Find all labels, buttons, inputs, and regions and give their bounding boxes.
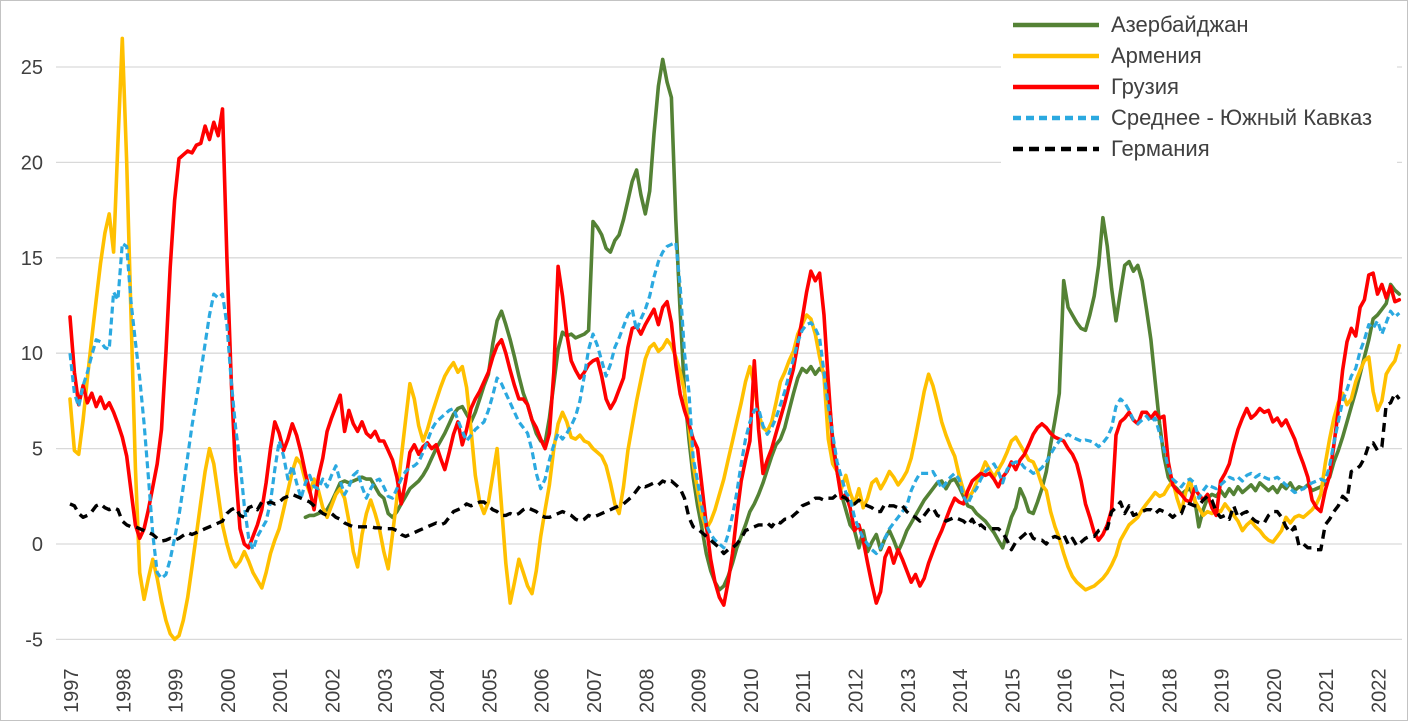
series-lines xyxy=(68,36,1402,642)
x-tick-label: 2015 xyxy=(1002,669,1024,714)
y-tick-label: 5 xyxy=(32,439,43,461)
x-tick-label: 2013 xyxy=(898,669,920,714)
y-tick-label: 25 xyxy=(21,57,43,79)
x-tick-label: 1997 xyxy=(61,669,83,714)
legend-label-germany: Германия xyxy=(1111,135,1210,161)
x-tick-label: 2004 xyxy=(427,669,449,714)
legend-item-germany: Германия xyxy=(1001,133,1397,164)
y-tick-label: 20 xyxy=(21,152,43,174)
x-tick-label: 2018 xyxy=(1159,669,1181,714)
x-tick-label: 2000 xyxy=(218,669,240,714)
series-line-germany xyxy=(69,391,1401,556)
legend-line-sample-armenia xyxy=(1013,53,1099,58)
x-tick-label: 2010 xyxy=(741,669,763,714)
y-tick-label: -5 xyxy=(25,629,43,651)
x-tick-label: 2019 xyxy=(1212,669,1234,714)
legend-label-azerbaijan: Азербайджан xyxy=(1111,11,1249,37)
x-tick-label: 2020 xyxy=(1264,669,1286,714)
legend-item-south-caucasus-average: Среднее - Южный Кавказ xyxy=(1001,102,1397,133)
legend-line-sample-georgia xyxy=(1013,84,1099,89)
legend-line-sample-south-caucasus-average xyxy=(1013,115,1099,120)
x-tick-label: 2017 xyxy=(1107,669,1129,714)
legend-item-armenia: Армения xyxy=(1001,40,1397,71)
x-tick-label: 2008 xyxy=(636,669,658,714)
legend-label-armenia: Армения xyxy=(1111,42,1202,68)
x-tick-label: 2009 xyxy=(689,669,711,714)
x-tick-label: 2022 xyxy=(1369,669,1391,714)
x-tick-label: 2012 xyxy=(846,669,868,714)
x-tick-label: 2006 xyxy=(532,669,554,714)
x-tick-label: 1999 xyxy=(166,669,188,714)
x-tick-label: 2001 xyxy=(270,669,292,714)
legend-line-sample-azerbaijan xyxy=(1013,22,1099,27)
y-tick-label: 0 xyxy=(32,534,43,556)
y-tick-label: 15 xyxy=(21,248,43,270)
y-axis-labels: -5 0 5 10 15 20 25 xyxy=(21,57,43,651)
legend-label-georgia: Грузия xyxy=(1111,73,1179,99)
x-tick-label: 2021 xyxy=(1316,669,1338,714)
series-line-south-caucasus-average xyxy=(68,240,1401,580)
legend-line-sample-germany xyxy=(1013,146,1099,151)
x-tick-label: 2003 xyxy=(375,669,397,714)
legend-item-georgia: Грузия xyxy=(1001,71,1397,102)
x-axis-labels: 1997 1998 1999 2000 2001 2002 2003 2004 2005 2006… xyxy=(61,669,1391,714)
series-line-georgia xyxy=(68,107,1402,607)
x-tick-label: 2002 xyxy=(323,669,345,714)
x-tick-label: 2007 xyxy=(584,669,606,714)
x-tick-label: 2011 xyxy=(793,670,815,713)
x-tick-label: 1998 xyxy=(113,669,135,714)
legend-item-azerbaijan: Азербайджан xyxy=(1001,9,1397,40)
chart-legend: Азербайджан Армения Грузия Среднее - Южный … xyxy=(1001,7,1397,168)
series-line-armenia xyxy=(68,36,1402,642)
x-tick-label: 2005 xyxy=(479,669,501,714)
y-tick-label: 10 xyxy=(21,343,43,365)
x-tick-label: 2016 xyxy=(1055,669,1077,714)
x-tick-label: 2014 xyxy=(950,669,972,714)
legend-label-south-caucasus-average: Среднее - Южный Кавказ xyxy=(1111,104,1373,130)
